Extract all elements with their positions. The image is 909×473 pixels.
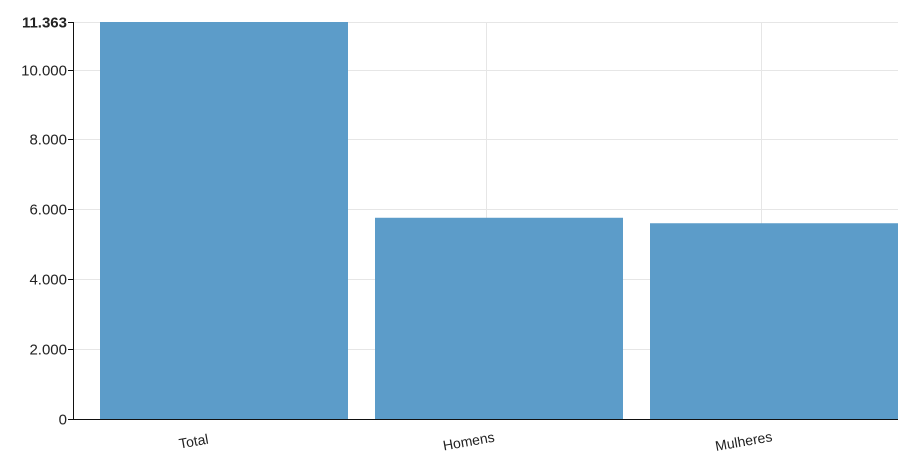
x-tick-label: Homens bbox=[442, 429, 496, 454]
y-tick-label: 4.000 bbox=[29, 272, 67, 289]
axis-layer bbox=[68, 22, 898, 420]
x-tick-label: Mulheres bbox=[714, 428, 773, 454]
bar-total[interactable] bbox=[100, 22, 348, 419]
bar-mulheres[interactable] bbox=[650, 223, 898, 419]
bar-layer bbox=[100, 22, 898, 419]
y-tick-label: 0 bbox=[59, 412, 67, 429]
x-tick-label: Total bbox=[178, 431, 210, 452]
bar-homens[interactable] bbox=[375, 217, 623, 419]
y-tick-label: 6.000 bbox=[29, 202, 67, 219]
y-tick-label: 10.000 bbox=[21, 63, 67, 80]
y-tick-label-max: 11.363 bbox=[22, 15, 67, 32]
y-tick-label: 2.000 bbox=[29, 342, 67, 359]
y-tick-label: 8.000 bbox=[29, 132, 67, 149]
